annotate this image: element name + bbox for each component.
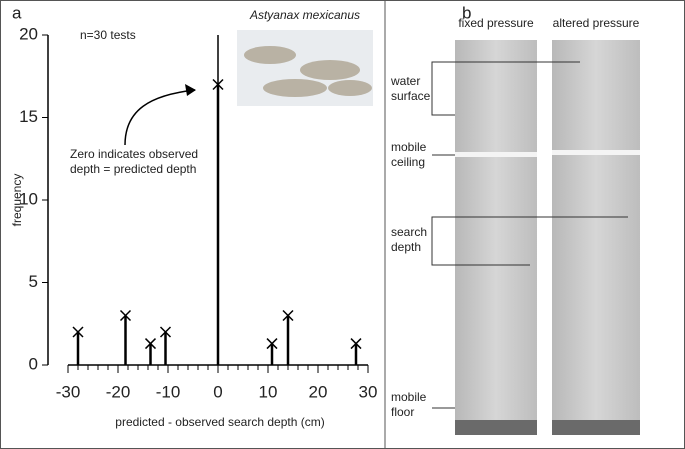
x-tick-label: 30 (359, 382, 378, 401)
callout: depth = predicted depth (70, 162, 196, 176)
y-tick-label: 15 (19, 107, 38, 126)
callout: Zero indicates observed (70, 147, 198, 161)
stem-marker (159, 326, 172, 338)
photo-label: search (391, 225, 427, 239)
x-tick-label: -30 (56, 382, 81, 401)
panel-label: b (462, 3, 471, 22)
photo-altered (552, 40, 640, 435)
floor (552, 420, 640, 435)
stem-marker (72, 326, 84, 338)
stem-marker (266, 338, 278, 350)
x-tick-label: -10 (156, 382, 181, 401)
annotation: n=30 tests (80, 28, 136, 42)
ceiling (455, 152, 537, 157)
pointers (431, 61, 628, 409)
photo-fixed (455, 40, 537, 435)
x-tick-label: -20 (106, 382, 131, 401)
photo-label: ceiling (391, 155, 425, 169)
photo-label: mobile (391, 140, 427, 154)
x-tick-label: 0 (213, 382, 222, 401)
stem-marker (212, 78, 224, 91)
y-tick-label: 5 (29, 272, 38, 291)
column-label: altered pressure (553, 16, 640, 30)
column-label: fixed pressure (458, 16, 534, 30)
x-tick-label: 20 (309, 382, 328, 401)
photo-label: depth (391, 240, 421, 254)
inset-title: Astyanax mexicanus (249, 8, 360, 22)
panel-label: a (12, 3, 22, 22)
photo-label: water (390, 74, 420, 88)
stem-marker (282, 309, 294, 322)
arrowhead (185, 84, 196, 96)
photo-label: surface (391, 89, 431, 103)
x-axis-label: predicted - observed search depth (cm) (115, 415, 324, 429)
stem-marker (119, 309, 132, 322)
y-axis-label: frequency (10, 174, 24, 227)
x-tick-label: 10 (259, 382, 278, 401)
fish (244, 46, 372, 97)
y-tick-label: 0 (29, 354, 38, 373)
y-tick-label: 20 (19, 24, 38, 43)
ceiling (552, 150, 640, 155)
y-tick-label: 10 (19, 189, 38, 208)
stem-marker (350, 338, 362, 350)
photo-label: mobile (391, 390, 427, 404)
floor (455, 420, 537, 435)
photo-label: floor (391, 405, 414, 419)
callout-arrow (124, 89, 196, 146)
stem-marker (144, 338, 157, 350)
